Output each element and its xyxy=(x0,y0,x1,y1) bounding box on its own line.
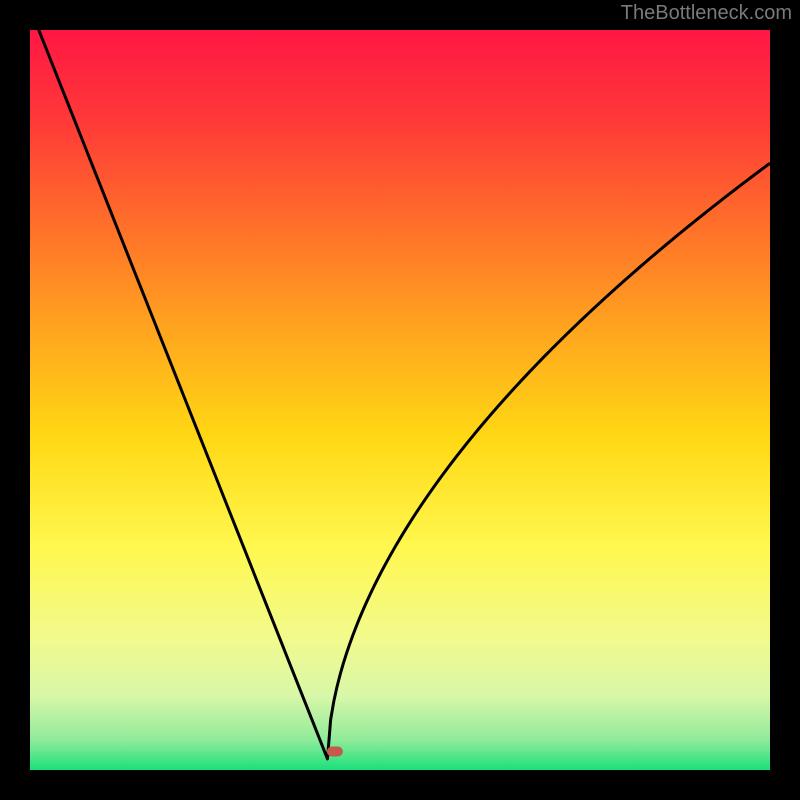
optimal-marker xyxy=(327,747,343,757)
gradient-background xyxy=(30,30,770,770)
watermark-text: TheBottleneck.com xyxy=(621,2,792,25)
chart-container: TheBottleneck.com xyxy=(0,0,800,800)
chart-svg xyxy=(0,0,800,800)
